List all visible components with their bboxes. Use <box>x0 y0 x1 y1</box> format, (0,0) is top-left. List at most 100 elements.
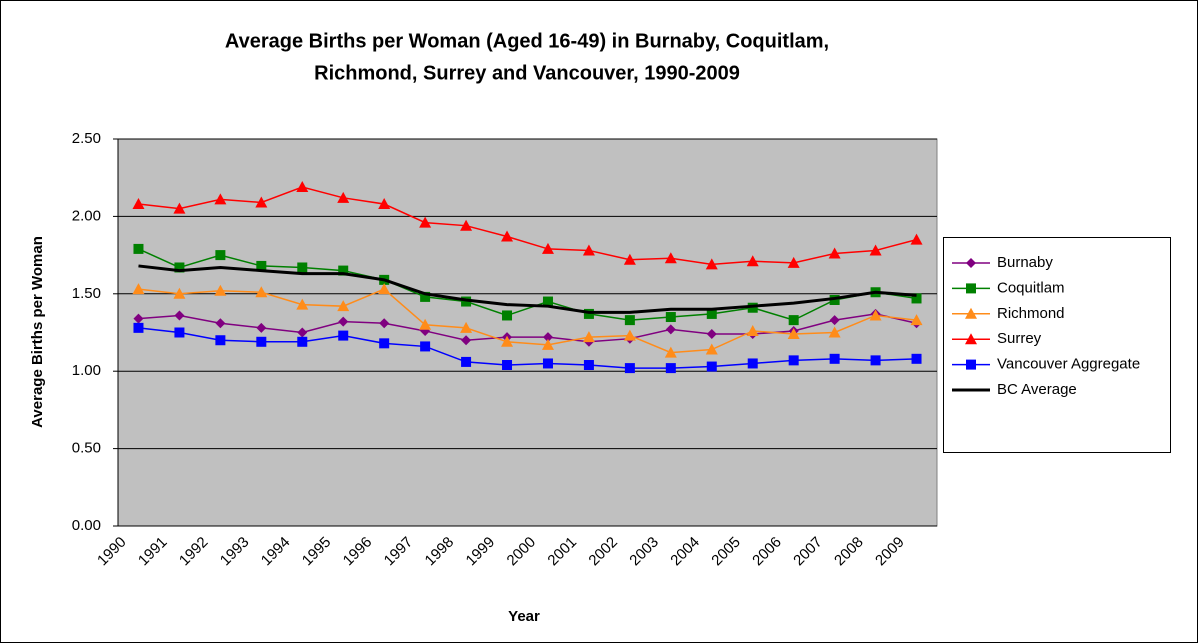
marker <box>829 315 840 326</box>
marker <box>911 353 922 364</box>
legend-marker <box>965 307 977 319</box>
marker <box>296 298 309 310</box>
marker <box>133 243 144 254</box>
marker <box>911 293 922 304</box>
marker <box>623 329 636 341</box>
marker <box>214 284 227 296</box>
marker <box>664 346 677 358</box>
marker <box>378 283 391 295</box>
marker <box>746 255 759 267</box>
chart-title: Average Births per Woman (Aged 16-49) in… <box>225 30 829 52</box>
marker <box>297 336 308 347</box>
series-line <box>138 313 917 343</box>
marker <box>215 250 226 261</box>
marker <box>378 198 391 210</box>
marker <box>705 258 718 270</box>
series-line <box>138 248 917 321</box>
marker <box>256 260 267 271</box>
legend-marker <box>966 359 976 370</box>
marker <box>828 326 841 338</box>
marker <box>297 262 308 273</box>
plot-area <box>117 138 938 527</box>
marker <box>379 318 390 329</box>
y-tick-label: 2.00 <box>72 207 101 224</box>
marker <box>132 283 145 295</box>
marker <box>461 335 472 346</box>
marker <box>215 335 226 346</box>
marker <box>461 296 472 307</box>
marker <box>541 338 554 350</box>
marker <box>173 287 186 299</box>
series-line <box>138 327 917 369</box>
marker <box>174 310 185 321</box>
marker <box>502 360 513 371</box>
marker <box>583 308 594 319</box>
marker <box>460 219 473 231</box>
marker <box>664 252 677 264</box>
series-line <box>138 288 917 354</box>
legend-box <box>943 237 1171 453</box>
legend-label: Burnaby <box>997 254 1053 271</box>
marker <box>419 216 432 228</box>
chart-title: Richmond, Surrey and Vancouver, 1990-200… <box>314 62 740 84</box>
marker <box>746 324 759 336</box>
marker <box>255 286 268 298</box>
marker <box>502 310 513 321</box>
marker <box>337 191 350 203</box>
marker <box>910 314 923 326</box>
y-tick-label: 1.50 <box>72 285 101 302</box>
marker <box>624 315 635 326</box>
marker <box>747 358 758 369</box>
marker <box>787 256 800 268</box>
marker <box>582 331 595 343</box>
marker <box>747 302 758 313</box>
marker <box>133 313 144 324</box>
marker <box>255 196 268 208</box>
marker <box>869 244 882 256</box>
marker <box>705 343 718 355</box>
marker <box>624 363 635 374</box>
marker <box>460 321 473 333</box>
marker <box>787 328 800 340</box>
marker <box>215 318 226 329</box>
marker <box>788 315 799 326</box>
marker <box>133 322 144 333</box>
marker <box>501 335 514 347</box>
x-axis-title: Year <box>508 608 540 625</box>
marker <box>870 355 881 366</box>
y-tick-label: 0.50 <box>72 440 101 457</box>
marker <box>174 327 185 338</box>
marker <box>174 262 185 273</box>
marker <box>419 318 432 330</box>
marker <box>665 363 676 374</box>
marker <box>132 198 145 210</box>
y-tick-label: 2.50 <box>72 130 101 147</box>
marker <box>297 327 308 338</box>
marker <box>256 322 267 333</box>
marker <box>869 309 882 321</box>
marker <box>623 253 636 265</box>
marker <box>256 336 267 347</box>
series-line <box>138 186 917 266</box>
marker <box>706 329 717 340</box>
legend-label: BC Average <box>997 381 1077 398</box>
legend-label: Richmond <box>997 305 1065 322</box>
marker <box>501 230 514 242</box>
y-tick-label: 0.00 <box>72 517 101 534</box>
marker <box>420 341 431 352</box>
legend-label: Coquitlam <box>997 279 1065 296</box>
marker <box>173 202 186 214</box>
marker <box>665 312 676 323</box>
y-tick-label: 1.00 <box>72 362 101 379</box>
marker <box>338 316 349 327</box>
marker <box>542 332 553 343</box>
marker <box>420 291 431 302</box>
marker <box>461 356 472 367</box>
y-axis-title: Average Births per Woman <box>29 236 46 428</box>
series-line <box>138 264 917 314</box>
marker <box>706 361 717 372</box>
marker <box>706 308 717 319</box>
marker <box>829 294 840 305</box>
marker <box>542 358 553 369</box>
